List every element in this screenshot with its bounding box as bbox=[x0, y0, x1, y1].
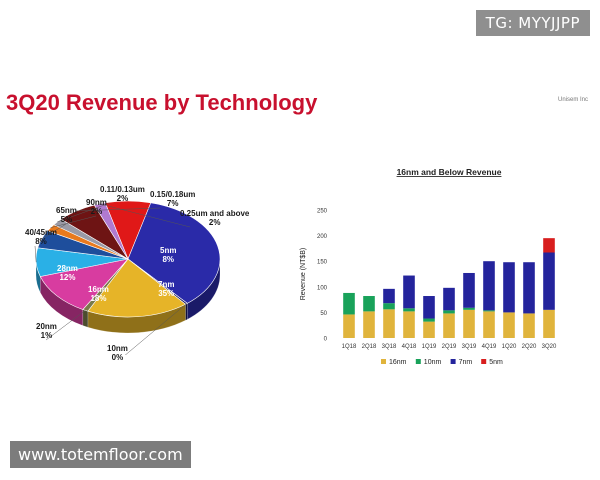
pie-leader-line bbox=[57, 202, 111, 223]
x-tick-label: 1Q20 bbox=[502, 344, 517, 350]
pie-slice-16nm bbox=[87, 258, 187, 318]
x-tick-label: 3Q20 bbox=[542, 344, 557, 350]
x-tick-label: 1Q19 bbox=[422, 344, 437, 350]
bar-10nm-3Q18 bbox=[383, 303, 395, 310]
brand-text: Unisem Inc bbox=[557, 97, 588, 103]
bar-16nm-1Q20 bbox=[503, 312, 515, 338]
bar-7nm-4Q18 bbox=[403, 275, 415, 309]
x-tick-label: 4Q18 bbox=[402, 344, 417, 350]
pie-leader-line bbox=[50, 215, 97, 228]
pie-wall-10nm bbox=[185, 302, 188, 321]
pie-slice-7nm bbox=[127, 202, 221, 304]
y-tick-label: 0 bbox=[324, 337, 328, 343]
legend-label-5nm: 5nm bbox=[489, 359, 503, 366]
pie-label-0-15-0-18um: 0.15/0.18um 7% bbox=[150, 190, 196, 208]
bar-7nm-2Q19 bbox=[443, 287, 455, 311]
pie-leader-lines bbox=[34, 202, 191, 355]
bar-7nm-2Q20 bbox=[523, 262, 535, 314]
pie-label-28nm: 28nm 12% bbox=[57, 264, 78, 282]
y-tick-label: 100 bbox=[317, 285, 328, 291]
pie-label-20nm: 20nm 1% bbox=[36, 322, 57, 340]
bar-chart: 16nm and Below Revenue Revenue (NT$B) 0 50 1… bbox=[300, 167, 557, 366]
y-tick-label: 250 bbox=[317, 209, 328, 215]
pie-leader-line bbox=[34, 245, 37, 263]
page-title: 3Q20 Revenue by Technology bbox=[6, 90, 318, 115]
y-tick-label: 200 bbox=[317, 234, 328, 240]
bar-10nm-3Q19 bbox=[463, 307, 475, 310]
bar-16nm-2Q18 bbox=[363, 311, 375, 338]
tg-badge: TG: MYYJJPP bbox=[475, 10, 590, 36]
bar-16nm-4Q18 bbox=[403, 311, 415, 338]
pie-wall-20nm bbox=[82, 309, 89, 328]
legend-swatch-5nm bbox=[481, 359, 487, 364]
bar-10nm-1Q19 bbox=[423, 318, 435, 322]
pie-label-5nm: 5nm 8% bbox=[160, 246, 177, 264]
pie-label-0-11-0-13um: 0.11/0.13um 2% bbox=[100, 185, 145, 203]
bar-10nm-4Q18 bbox=[403, 308, 415, 312]
x-tick-label: 3Q19 bbox=[462, 344, 477, 350]
pie-label-16nm: 16nm 18% bbox=[88, 285, 109, 303]
bar-16nm-2Q19 bbox=[443, 313, 455, 338]
bar-7nm-3Q19 bbox=[463, 272, 475, 308]
legend-swatch-10nm bbox=[415, 359, 421, 364]
legend-swatch-16nm bbox=[381, 359, 386, 364]
bar-10nm-1Q18 bbox=[343, 292, 355, 315]
pie-chart bbox=[34, 200, 221, 355]
pie-label-0-25um-and-above: 0.25um and above 2% bbox=[180, 209, 250, 227]
pie-leader-line bbox=[124, 303, 187, 355]
pie-label-90nm: 90nm 2% bbox=[86, 198, 107, 216]
bar-chart-title: 16nm and Below Revenue bbox=[397, 167, 502, 177]
x-tick-label: 2Q18 bbox=[362, 344, 377, 350]
watermark: www.totemfloor.com bbox=[10, 441, 191, 468]
pie-label-40-45nm: 40/45nm 8% bbox=[25, 228, 58, 246]
x-tick-label: 4Q19 bbox=[482, 344, 497, 350]
bar-7nm-1Q20 bbox=[503, 262, 515, 313]
x-tick-label: 1Q18 bbox=[342, 344, 357, 350]
x-tick-label: 2Q20 bbox=[522, 344, 537, 350]
bar-7nm-4Q19 bbox=[483, 261, 495, 311]
pie-leader-line bbox=[41, 223, 67, 240]
bar-10nm-2Q19 bbox=[443, 310, 455, 314]
bar-7nm-3Q18 bbox=[383, 288, 395, 304]
pie-label-10nm: 10nm 0% bbox=[107, 344, 128, 362]
legend-label-7nm: 7nm bbox=[459, 359, 473, 366]
bar-16nm-3Q18 bbox=[383, 309, 395, 338]
bar-16nm-3Q20 bbox=[543, 309, 555, 338]
pie-leader-line bbox=[45, 310, 86, 341]
bar-16nm-4Q19 bbox=[483, 311, 495, 338]
bar-10nm-4Q19 bbox=[483, 310, 495, 312]
y-tick-label: 50 bbox=[320, 311, 327, 317]
pie-leader-line bbox=[76, 207, 161, 212]
bar-7nm-1Q19 bbox=[423, 296, 435, 319]
x-tick-label: 2Q19 bbox=[442, 344, 457, 350]
bar-5nm-3Q20 bbox=[543, 238, 555, 253]
bar-10nm-2Q18 bbox=[363, 296, 375, 312]
legend-swatch-7nm bbox=[450, 359, 456, 364]
bar-16nm-3Q19 bbox=[463, 309, 475, 338]
legend-label-16nm: 16nm bbox=[389, 359, 407, 366]
bar-7nm-3Q20 bbox=[543, 252, 555, 310]
pie-label-7nm: 7nm 35% bbox=[158, 280, 175, 298]
bar-16nm-1Q18 bbox=[343, 314, 355, 338]
bar-16nm-2Q20 bbox=[523, 313, 535, 338]
y-tick-label: 150 bbox=[317, 260, 328, 266]
legend-label-10nm: 10nm bbox=[424, 359, 442, 366]
bar-16nm-1Q19 bbox=[423, 321, 435, 338]
pie-label-65nm: 65nm 5% bbox=[56, 206, 77, 224]
pie-slice-28nm bbox=[39, 258, 129, 310]
pie-slices bbox=[35, 200, 221, 318]
y-axis-label: Revenue (NT$B) bbox=[300, 248, 307, 301]
x-tick-label: 3Q18 bbox=[382, 344, 397, 350]
pie-leader-line bbox=[99, 203, 191, 228]
